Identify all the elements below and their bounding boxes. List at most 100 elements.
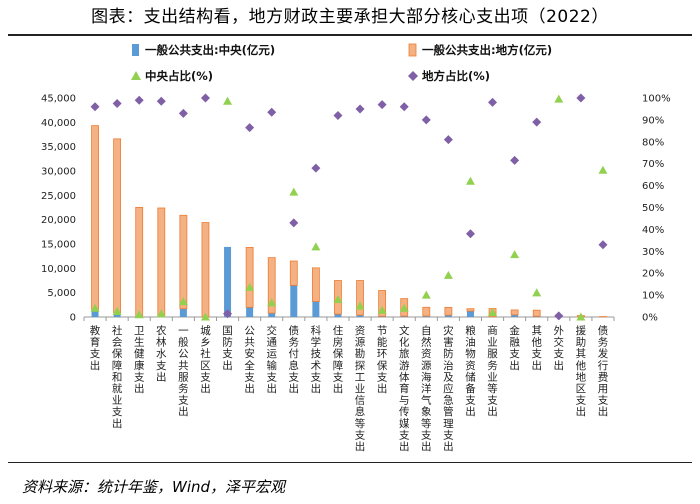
- x-tick-char: 保: [112, 347, 123, 360]
- x-tick-char: 体: [399, 371, 410, 383]
- x-tick-char: 支: [333, 371, 344, 383]
- x-tick-char: 支: [576, 395, 587, 407]
- local-ratio-point: [134, 95, 144, 105]
- x-tick-char: 育: [399, 382, 410, 395]
- x-tick-label: 商业服务业等支出: [487, 324, 498, 418]
- x-tick-label: 粮油物资储备支出: [465, 324, 476, 418]
- bar-local: [135, 206, 144, 317]
- central-ratio-point: [488, 308, 498, 317]
- legend-central-ratio-marker: [131, 71, 141, 80]
- bar-local: [356, 280, 364, 316]
- x-tick-char: 安: [244, 347, 255, 360]
- x-tick-char: 支: [443, 429, 454, 441]
- x-tick-char: 粮: [465, 324, 476, 337]
- x-tick-label: 国防支出: [222, 325, 233, 372]
- x-tick-char: 支: [134, 371, 145, 383]
- x-tick-char: 源: [421, 359, 432, 372]
- x-tick-char: 防: [222, 336, 233, 349]
- x-tick-char: 出: [421, 440, 432, 453]
- bar-central: [312, 301, 320, 317]
- x-tick-char: 通: [266, 337, 277, 349]
- local-ratio-point: [267, 107, 277, 117]
- x-tick-char: 服: [487, 348, 498, 360]
- x-tick-label: 农林水支出: [156, 324, 167, 383]
- x-tick-char: 外: [554, 325, 565, 337]
- legend-label: 中央占比(%): [145, 69, 213, 83]
- y-left-tick-label: 20,000: [41, 215, 76, 226]
- x-tick-char: 支: [465, 395, 476, 407]
- bar-central: [91, 309, 99, 317]
- x-tick-char: 业: [487, 371, 498, 383]
- local-ratio-point: [178, 108, 188, 118]
- x-tick-char: 其: [576, 348, 587, 360]
- y-right-tick-label: 60%: [642, 181, 664, 192]
- x-tick-char: 和: [112, 371, 123, 383]
- x-tick-char: 出: [531, 359, 542, 372]
- x-tick-char: 保: [333, 347, 344, 360]
- x-tick-label: 其他支出: [531, 325, 542, 372]
- x-tick-label: 科学技术支出: [311, 324, 322, 395]
- x-tick-char: 般: [178, 336, 189, 349]
- bar-local: [444, 306, 453, 316]
- x-tick-char: 出: [244, 382, 255, 395]
- x-tick-char: 出: [90, 359, 101, 372]
- local-ratio-point: [377, 100, 387, 110]
- x-tick-char: 支: [222, 348, 233, 360]
- bar-local: [201, 222, 210, 318]
- x-tick-char: 康: [134, 359, 145, 372]
- x-tick-char: 支: [399, 429, 410, 441]
- bar-local: [532, 309, 541, 317]
- y-right-tick-label: 0%: [642, 313, 658, 324]
- x-tick-label: 节能环保支出: [377, 325, 388, 395]
- local-ratio-point: [465, 229, 475, 239]
- x-tick-char: 支: [311, 371, 322, 383]
- central-ratio-point: [399, 303, 409, 312]
- x-tick-label: 城乡社区支出: [200, 325, 211, 395]
- local-ratio-point: [112, 98, 122, 108]
- central-ratio-point: [554, 94, 564, 103]
- x-tick-char: 农: [156, 324, 167, 337]
- central-ratio-point: [267, 298, 277, 307]
- x-tick-char: 气: [421, 394, 432, 407]
- x-tick-char: 公: [178, 348, 189, 360]
- local-ratio-point: [598, 240, 608, 250]
- local-ratio-point: [554, 311, 564, 321]
- central-ratio-point: [245, 282, 255, 291]
- x-tick-char: 出: [443, 440, 454, 453]
- x-tick-label: 外交支出: [554, 325, 565, 372]
- x-tick-char: 输: [266, 359, 277, 372]
- x-tick-char: 出: [598, 405, 609, 418]
- central-ratio-point: [598, 165, 608, 174]
- x-tick-char: 支: [531, 348, 542, 360]
- bar-local: [91, 125, 99, 311]
- local-ratio-point: [488, 97, 498, 107]
- bar-central: [334, 314, 342, 317]
- central-ratio-point: [90, 303, 100, 312]
- x-tick-char: 务: [598, 336, 609, 349]
- x-tick-char: 援: [576, 324, 587, 337]
- x-tick-char: 障: [333, 359, 344, 372]
- local-ratio-point: [289, 218, 299, 228]
- x-tick-char: 旅: [399, 347, 410, 360]
- y-right-tick-label: 50%: [642, 203, 664, 214]
- x-tick-char: 学: [311, 336, 322, 349]
- chart: 一般公共支出:中央(亿元) 一般公共支出:地方(亿元) 中央占比(%) 地方占比(%)…: [41, 43, 671, 453]
- x-tick-char: 房: [333, 336, 344, 349]
- x-tick-char: 等: [355, 417, 366, 430]
- x-tick-char: 共: [178, 360, 189, 372]
- x-tick-char: 出: [200, 382, 211, 395]
- x-tick-char: 用: [598, 383, 609, 395]
- x-tick-char: 地: [576, 370, 587, 383]
- x-tick-char: 国: [222, 325, 233, 337]
- x-tick-char: 科: [311, 324, 322, 337]
- x-tick-label: 教育支出: [90, 324, 101, 372]
- x-tick-char: 交: [266, 324, 277, 337]
- x-tick-char: 他: [576, 359, 587, 372]
- x-tick-char: 支: [112, 406, 123, 418]
- local-ratio-point: [223, 309, 233, 319]
- x-tick-char: 等: [487, 382, 498, 395]
- bar-local: [289, 260, 298, 286]
- x-tick-char: 出: [509, 359, 520, 372]
- bar-central: [400, 316, 408, 317]
- x-tick-char: 出: [554, 359, 565, 372]
